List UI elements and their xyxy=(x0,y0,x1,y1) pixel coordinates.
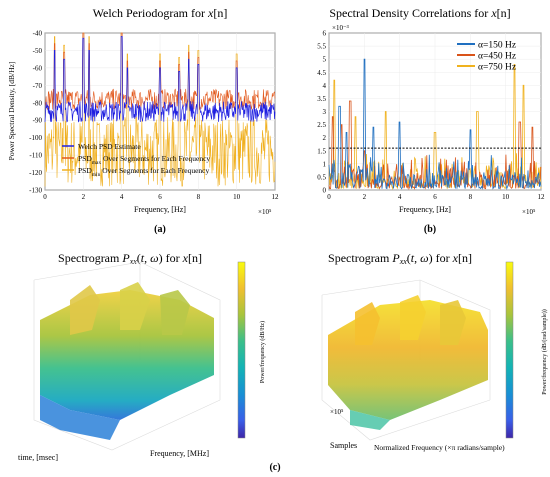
y-tick-label: 1.5 xyxy=(317,147,326,155)
chart-c1-xlabel: Frequency, [MHz] xyxy=(150,449,209,458)
x-tick-label: 6 xyxy=(158,193,162,201)
x-tick-label: 4 xyxy=(120,193,124,201)
x-tick-label: 12 xyxy=(538,193,546,201)
x-tick-label: 10 xyxy=(233,193,241,201)
y-tick-label: 5 xyxy=(323,56,327,64)
y-tick-label: 0 xyxy=(323,187,327,195)
y-tick-label: -130 xyxy=(29,187,42,195)
y-tick-label: 4.5 xyxy=(317,69,326,77)
x-tick-label: 0 xyxy=(43,193,47,201)
series-psd-max xyxy=(44,32,276,110)
y-tick-label: -100 xyxy=(29,134,42,142)
y-tick-label: 4 xyxy=(323,82,327,90)
chart-b-xlabel: Frequency, [Hz] xyxy=(399,205,451,214)
chart-a-legend: Welch PSD Estimate PSDmax Over Segments f… xyxy=(62,142,210,178)
panel-label-a: (a) xyxy=(154,224,166,235)
chart-c1-colorbar-label: Power/frequency (dB/Hz) xyxy=(259,321,266,383)
y-tick-label: 3.5 xyxy=(317,95,326,103)
chart-b-y-exponent: ×10⁻³ xyxy=(332,24,349,32)
y-tick-label: 6 xyxy=(323,30,327,38)
series-150hz xyxy=(328,58,542,190)
chart-c1-surface xyxy=(40,282,214,440)
y-tick-label: 2.5 xyxy=(317,121,326,129)
legend-label: Welch PSD Estimate xyxy=(78,142,141,151)
legend-label: α=450 Hz xyxy=(478,52,516,62)
legend-label: PSDmax Over Segments for Each Frequency xyxy=(78,154,210,166)
x-tick-label: 10 xyxy=(502,193,510,201)
y-tick-label: 1 xyxy=(323,160,327,168)
chart-a-x-exponent: ×10⁵ xyxy=(258,208,272,216)
chart-a-ylabel: Power Spectral Density, [dB/Hz] xyxy=(7,62,16,161)
chart-b-title: Spectral Density Correlations for x[n] xyxy=(329,6,510,20)
x-tick-label: 2 xyxy=(363,193,367,201)
y-tick-label: -40 xyxy=(33,30,43,38)
chart-b-gridlines xyxy=(328,32,542,191)
legend-label: α=750 Hz xyxy=(478,63,516,73)
series-750hz xyxy=(328,64,542,190)
chart-c2-title: Spectrogram Pxx(t, ω) for x[n] xyxy=(328,251,472,266)
y-tick-label: -80 xyxy=(33,99,43,107)
chart-c1-colorbar xyxy=(237,261,246,439)
y-tick-label: -110 xyxy=(29,152,42,160)
legend-label: α=150 Hz xyxy=(478,41,516,51)
chart-c2-y-exponent: ×10⁵ xyxy=(330,408,344,416)
x-tick-label: 2 xyxy=(82,193,86,201)
y-tick-label: -50 xyxy=(33,47,43,55)
chart-c1-ylabel: time, [msec] xyxy=(18,453,58,462)
chart-a-y-ticks: -40 -50 -60 -70 -80 -90 -100 -110 -120 -130 xyxy=(29,30,42,195)
y-tick-label: 3 xyxy=(323,108,327,116)
y-tick-label: -90 xyxy=(33,117,43,125)
chart-c2-colorbar-label: Power/frequency (dB/(rad/sample)) xyxy=(541,309,548,394)
y-tick-label: 2 xyxy=(323,134,327,142)
y-tick-label: -60 xyxy=(33,64,43,72)
panel-label-c: (c) xyxy=(269,462,280,473)
panel-a: Welch Periodogram for x[n] -40-50-60-70-… xyxy=(7,6,279,235)
x-tick-label: 8 xyxy=(469,193,473,201)
panel-c-left: Spectrogram Pxx(t, ω) for x[n] time, [ms… xyxy=(18,251,266,462)
chart-b-x-ticks: 0 2 4 6 8 10 12 xyxy=(327,193,545,201)
chart-b-x-exponent: ×10⁵ xyxy=(522,208,536,216)
panel-c-right: Spectrogram Pxx(t, ω) for x[n] ×10⁵ Samp… xyxy=(321,251,548,452)
chart-b-y-ticks: 0 0.5 1 1.5 2 2.5 3 3.5 4 4.5 5 5.5 6 xyxy=(317,30,326,195)
chart-b-series-layer xyxy=(328,58,542,191)
x-tick-label: 6 xyxy=(433,193,437,201)
panel-b: Spectral Density Correlations for x[n] 0… xyxy=(317,6,545,235)
chart-a-series-layer xyxy=(44,32,276,187)
chart-c2-colorbar xyxy=(505,261,514,439)
chart-c2-ylabel: Samples xyxy=(330,441,357,450)
x-tick-label: 12 xyxy=(272,193,280,201)
x-tick-label: 0 xyxy=(327,193,331,201)
chart-c2-surface xyxy=(328,295,488,430)
y-tick-label: -120 xyxy=(29,169,42,177)
panel-label-b: (b) xyxy=(424,224,436,235)
chart-a-x-ticks: 0 2 4 6 8 10 12 xyxy=(43,193,279,201)
y-tick-label: 5.5 xyxy=(317,43,326,51)
x-tick-label: 4 xyxy=(398,193,402,201)
legend-label: PSDmin Over Segments for Each Frequency xyxy=(78,166,210,178)
y-tick-label: -70 xyxy=(33,82,43,90)
series-welch-psd xyxy=(44,36,276,123)
chart-c2-xlabel: Normalized Frequency (×π radians/sample) xyxy=(374,443,505,452)
chart-c1-title: Spectrogram Pxx(t, ω) for x[n] xyxy=(58,251,202,266)
x-tick-label: 8 xyxy=(197,193,201,201)
chart-a-gridlines xyxy=(44,32,276,191)
chart-a-title: Welch Periodogram for x[n] xyxy=(93,6,228,20)
y-tick-label: 0.5 xyxy=(317,173,326,181)
chart-b-legend: α=150 Hzα=450 Hzα=750 Hz xyxy=(457,41,516,73)
chart-a-xlabel: Frequency, [Hz] xyxy=(134,205,186,214)
